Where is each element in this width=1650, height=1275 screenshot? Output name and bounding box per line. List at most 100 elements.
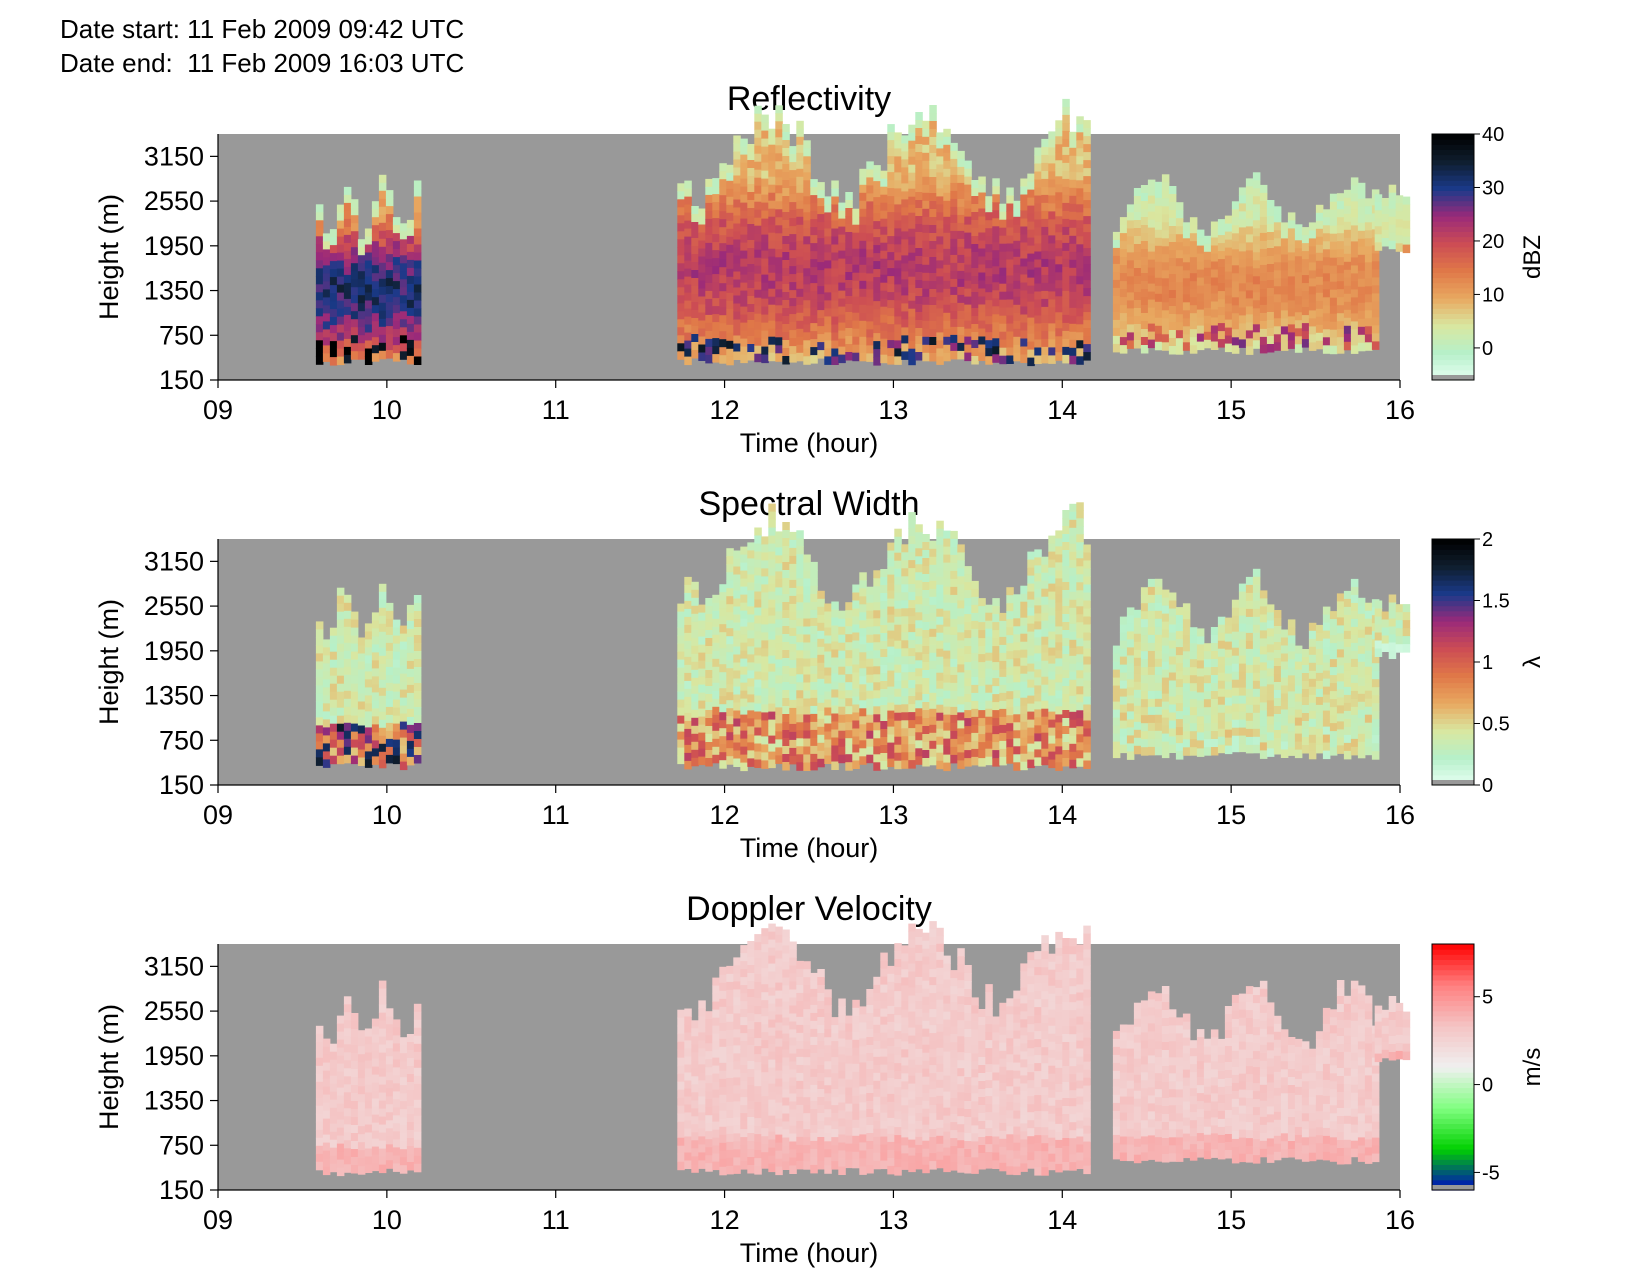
data-cell [1266, 312, 1275, 321]
data-cell [747, 542, 755, 551]
data-cell [371, 217, 380, 226]
data-cell [1062, 566, 1070, 575]
data-cell [1245, 656, 1254, 666]
data-cell [1273, 722, 1282, 731]
data-cell [992, 178, 1000, 187]
data-cell [1126, 284, 1135, 293]
data-cell [1083, 640, 1091, 649]
data-cell [1069, 503, 1077, 513]
x-tick-label: 16 [1385, 395, 1415, 425]
data-cell [1259, 590, 1268, 599]
data-cell [1266, 636, 1275, 645]
data-cell [1175, 751, 1184, 760]
data-cell [1083, 560, 1091, 569]
data-cell [964, 176, 972, 186]
data-cell [1083, 728, 1091, 737]
data-cell [1041, 202, 1049, 212]
data-cell [1402, 204, 1411, 214]
data-cell [406, 355, 415, 365]
data-cell [315, 252, 324, 261]
data-cell [775, 707, 783, 716]
data-cell [364, 639, 373, 648]
data-cell [1217, 299, 1226, 308]
data-cell [691, 653, 699, 663]
data-cell [712, 314, 720, 323]
data-cell [399, 689, 408, 699]
data-cell [1287, 268, 1296, 277]
data-cell [796, 754, 804, 763]
data-cell [887, 542, 895, 552]
data-cell [350, 335, 359, 344]
data-cell [1196, 660, 1205, 669]
data-cell [1203, 259, 1212, 269]
data-cell [371, 273, 380, 282]
data-cell [775, 635, 783, 644]
data-cell [406, 692, 415, 702]
data-cell [1041, 226, 1049, 236]
data-cell [985, 748, 993, 758]
data-cell [1210, 707, 1219, 716]
data-cell [1371, 269, 1380, 278]
data-cell [712, 706, 720, 716]
data-cell [1238, 727, 1247, 737]
data-cell [1055, 304, 1063, 313]
data-cell [684, 300, 692, 310]
data-cell [838, 218, 846, 228]
data-cell [705, 622, 713, 631]
data-cell [1371, 333, 1380, 342]
data-cell [859, 660, 867, 669]
data-cell [1301, 689, 1310, 698]
data-cell [1034, 621, 1042, 630]
data-cell [852, 352, 860, 362]
data-cell [1182, 270, 1191, 279]
data-cell [754, 591, 762, 600]
data-cell [866, 746, 874, 756]
data-cell [1133, 673, 1142, 683]
data-cell [1182, 715, 1191, 724]
data-cell [1069, 131, 1077, 141]
data-cell [322, 679, 331, 688]
data-cell [1266, 724, 1275, 733]
data-cell [831, 617, 839, 626]
colorbar-step [1432, 221, 1474, 227]
data-cell [385, 350, 394, 359]
data-cell [894, 132, 902, 141]
data-cell [378, 735, 387, 745]
data-cell [1259, 734, 1268, 743]
data-cell [1048, 567, 1056, 577]
data-cell [1062, 258, 1070, 268]
data-cell [1034, 219, 1042, 228]
data-cell [364, 703, 373, 712]
data-cell [1224, 689, 1233, 699]
data-cell [796, 200, 804, 210]
data-cell [350, 611, 359, 621]
data-cell [392, 281, 401, 290]
data-cell [1322, 305, 1331, 314]
data-cell [831, 276, 839, 285]
data-cell [677, 343, 685, 352]
data-cell [1364, 286, 1373, 295]
data-cell [1189, 627, 1198, 636]
data-cell [1154, 253, 1163, 263]
data-cell [1041, 178, 1049, 188]
data-cell [775, 273, 783, 282]
data-cell [1280, 629, 1289, 638]
data-cell [761, 568, 769, 577]
data-cell [894, 744, 902, 754]
data-cell [406, 612, 415, 622]
data-cell [1055, 594, 1063, 603]
data-cell [712, 202, 720, 211]
data-cell [922, 542, 930, 551]
data-cell [1266, 296, 1275, 305]
data-cell [908, 520, 916, 529]
data-cell [761, 138, 769, 148]
data-cell [824, 683, 832, 692]
data-cell [740, 714, 748, 724]
data-cell [845, 312, 853, 321]
data-cell [789, 218, 797, 227]
data-cell [985, 668, 993, 678]
data-cell [1161, 174, 1170, 183]
data-cell [392, 233, 401, 242]
data-cell [852, 696, 860, 705]
data-cell [824, 356, 832, 365]
